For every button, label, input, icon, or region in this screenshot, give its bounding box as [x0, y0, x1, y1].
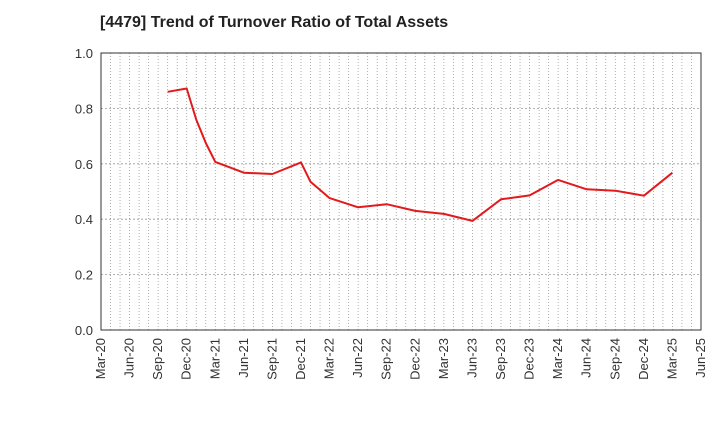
- chart-title: [4479] Trend of Turnover Ratio of Total …: [100, 14, 449, 31]
- y-tick-label: 0.0: [75, 323, 93, 338]
- x-tick-label: Jun-22: [350, 338, 365, 378]
- x-tick-label: Dec-22: [407, 338, 422, 380]
- x-tick-label: Mar-21: [207, 338, 222, 379]
- y-tick-label: 0.2: [75, 268, 93, 283]
- y-tick-label: 1.0: [75, 46, 93, 61]
- x-tick-label: Mar-20: [93, 338, 108, 379]
- x-tick-label: Dec-21: [293, 338, 308, 380]
- x-tick-label: Dec-23: [522, 338, 537, 380]
- x-tick-label: Sep-20: [150, 338, 165, 380]
- x-tick-label: Dec-24: [636, 338, 651, 380]
- x-tick-label: Sep-22: [379, 338, 394, 380]
- x-tick-label: Jun-20: [122, 338, 137, 378]
- plot-frame: [100, 52, 702, 331]
- x-tick-label: Sep-21: [264, 338, 279, 380]
- x-tick-label: Jun-21: [236, 338, 251, 378]
- x-tick-label: Mar-25: [664, 338, 679, 379]
- x-tick-label: Jun-25: [693, 338, 708, 378]
- x-tick-label: Mar-24: [550, 338, 565, 379]
- x-tick-label: Dec-20: [179, 338, 194, 380]
- x-tick-label: Mar-22: [322, 338, 337, 379]
- x-tick-label: Sep-24: [607, 338, 622, 380]
- x-tick-label: Sep-23: [493, 338, 508, 380]
- y-tick-label: 0.8: [75, 101, 93, 116]
- y-tick-label: 0.4: [75, 212, 93, 227]
- y-tick-label: 0.6: [75, 157, 93, 172]
- series-line: [167, 87, 674, 222]
- x-tick-label: Jun-23: [464, 338, 479, 378]
- x-tick-label: Jun-24: [579, 338, 594, 378]
- x-tick-label: Mar-23: [436, 338, 451, 379]
